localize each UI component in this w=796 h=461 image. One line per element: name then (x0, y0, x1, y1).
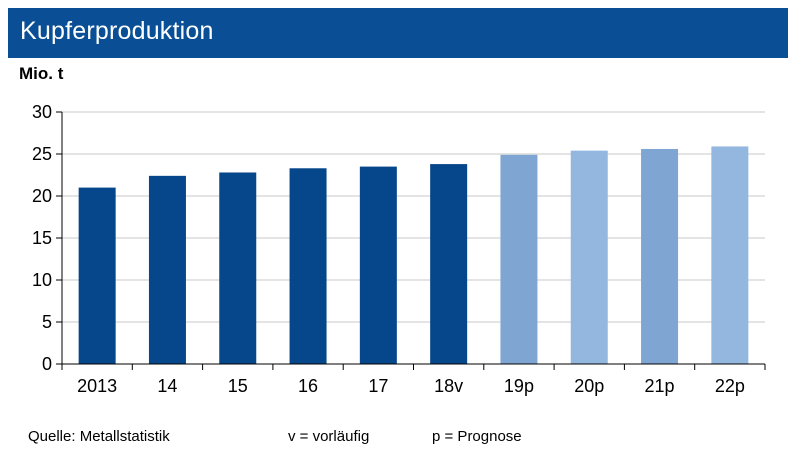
bar-18v (430, 164, 468, 364)
y-axis-unit-label: Mio. t (19, 64, 64, 83)
legend-note-preliminary: v = vorläufig (288, 428, 370, 445)
bar-19p (500, 154, 538, 364)
bar-20p (570, 150, 608, 364)
x-tick-label: 21p (645, 376, 675, 396)
y-tick-label: 15 (32, 228, 52, 248)
y-tick-label: 30 (32, 102, 52, 122)
y-tick-label: 10 (32, 270, 52, 290)
x-tick-label: 15 (228, 376, 248, 396)
bar-2013 (78, 187, 116, 364)
bar-15 (219, 172, 257, 364)
bar-21p (641, 148, 679, 364)
y-tick-label: 5 (42, 312, 52, 332)
bar-16 (289, 168, 327, 364)
y-tick-label: 0 (42, 354, 52, 374)
x-tick-label: 16 (298, 376, 318, 396)
chart-title: Kupferproduktion (20, 17, 214, 45)
x-tick-label: 14 (157, 376, 177, 396)
bar-22p (711, 146, 749, 364)
x-tick-label: 20p (574, 376, 604, 396)
legend-note-forecast: p = Prognose (432, 428, 522, 445)
x-tick-label: 17 (368, 376, 388, 396)
source-note: Quelle: Metallstatistik (28, 428, 170, 445)
x-tick-label: 18v (434, 376, 463, 396)
y-tick-label: 25 (32, 144, 52, 164)
x-tick-label: 19p (504, 376, 534, 396)
x-tick-label: 22p (715, 376, 745, 396)
y-tick-label: 20 (32, 186, 52, 206)
x-tick-label: 2013 (77, 376, 117, 396)
bar-14 (148, 175, 186, 364)
title-bar: Kupferproduktion (8, 8, 788, 58)
bar-17 (359, 166, 397, 364)
